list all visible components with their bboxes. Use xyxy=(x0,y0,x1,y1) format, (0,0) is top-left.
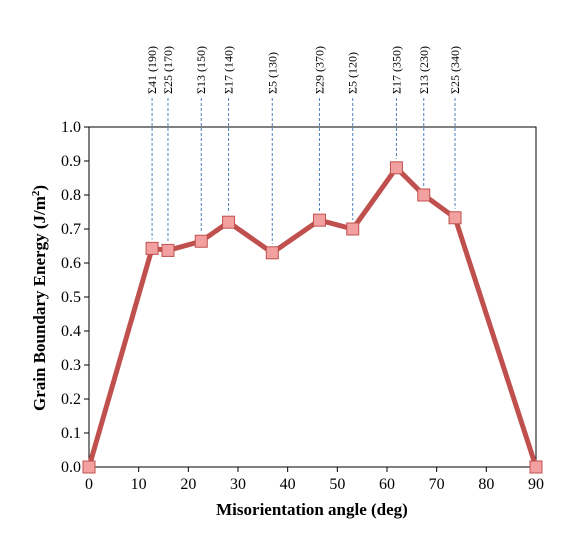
data-point-marker xyxy=(161,243,175,257)
y-tick-label: 0.3 xyxy=(61,357,81,374)
annotation-label: Σ17 (350) xyxy=(389,46,403,94)
annotation-label: Σ29 (370) xyxy=(312,46,326,94)
y-tick-label: 0.1 xyxy=(61,425,81,442)
plot-area-frame xyxy=(88,126,537,468)
series-layer xyxy=(82,161,543,474)
x-tick-label: 50 xyxy=(329,476,345,493)
y-axis-title-superscript: 2 xyxy=(30,190,42,196)
data-point-marker xyxy=(417,188,431,202)
x-tick-label: 20 xyxy=(180,476,196,493)
x-axis: 0 10 20 30 40 50 60 70 80 90 xyxy=(85,467,544,493)
x-tick-label: 80 xyxy=(478,476,494,493)
x-tick-label: 30 xyxy=(230,476,246,493)
y-tick-label: 0.6 xyxy=(61,255,81,272)
y-tick-label: 0.4 xyxy=(61,323,81,340)
data-point-marker xyxy=(346,222,360,236)
annotation-label: Σ5 (120) xyxy=(346,52,360,94)
data-point-marker xyxy=(222,215,236,229)
y-axis-title-main: Grain Boundary Energy (J/m xyxy=(30,196,49,411)
x-tick-label: 60 xyxy=(379,476,395,493)
annotation-label: Σ13 (150) xyxy=(194,46,208,94)
y-tick-label: 0.5 xyxy=(61,289,81,306)
data-point-marker xyxy=(448,211,462,225)
annotation-label: Σ5 (130) xyxy=(265,52,279,94)
y-tick-label: 0.9 xyxy=(61,153,81,170)
annotation-label: Σ41 (190) xyxy=(145,46,159,94)
x-tick-label: 40 xyxy=(280,476,296,493)
annotation-label: Σ25 (170) xyxy=(161,46,175,94)
data-point-marker xyxy=(529,460,543,474)
data-point-marker xyxy=(145,241,159,255)
y-tick-label: 0.2 xyxy=(61,391,81,408)
data-point-marker xyxy=(82,460,96,474)
annotation-label: Σ13 (230) xyxy=(417,46,431,94)
data-point-marker xyxy=(194,234,208,248)
x-tick-label: 90 xyxy=(528,476,544,493)
annotation-label: Σ25 (340) xyxy=(448,46,462,94)
series-line xyxy=(86,165,539,470)
annotation-label: Σ17 (140) xyxy=(222,46,236,94)
x-axis-title: Misorientation angle (deg) xyxy=(216,500,408,519)
data-point-marker xyxy=(265,246,279,260)
y-tick-label: 0.8 xyxy=(61,187,81,204)
data-point-marker xyxy=(389,161,403,175)
y-axis: 0.0 0.1 0.2 0.3 0.4 0.5 0.6 0.7 0.8 0.9 1.0 xyxy=(61,119,89,476)
y-axis-title: Grain Boundary Energy (J/m2) xyxy=(30,185,49,411)
y-tick-label: 1.0 xyxy=(61,119,81,136)
data-point-marker xyxy=(312,213,326,227)
y-axis-title-end: ) xyxy=(30,185,49,191)
annotation-layer: Σ41 (190) Σ25 (170) Σ13 (150) Σ17 (140) Σ5 (… xyxy=(145,46,462,244)
x-tick-label: 70 xyxy=(429,476,445,493)
y-tick-label: 0.0 xyxy=(61,459,81,476)
x-tick-label: 10 xyxy=(131,476,147,493)
x-tick-label: 0 xyxy=(85,476,93,493)
y-tick-label: 0.7 xyxy=(61,221,81,238)
